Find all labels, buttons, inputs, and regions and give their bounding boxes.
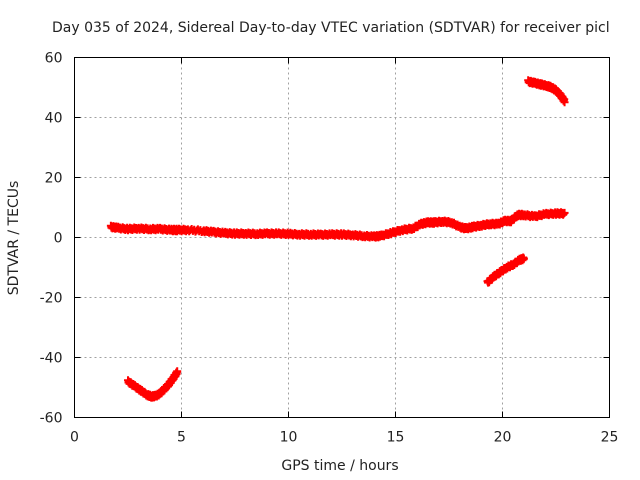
- y-tick-label: -60: [40, 411, 63, 427]
- x-tick-label: 15: [387, 430, 405, 446]
- x-tick-label: 10: [280, 430, 298, 446]
- y-tick-label: -40: [40, 351, 63, 367]
- y-tick-label: 0: [54, 231, 63, 247]
- data-point: [519, 254, 528, 263]
- data-point: [560, 98, 569, 107]
- chart-title: Day 035 of 2024, Sidereal Day-to-day VTE…: [52, 20, 610, 36]
- x-axis-title: GPS time / hours: [281, 458, 398, 474]
- grid: [74, 57, 610, 418]
- series-negative-arc: [124, 367, 182, 402]
- series-negative-segment: [483, 253, 528, 287]
- y-tick-label: 60: [45, 51, 63, 67]
- data-point: [560, 208, 569, 217]
- x-tick-label: 0: [70, 430, 79, 446]
- data-point: [173, 367, 182, 376]
- y-tick-label: 20: [45, 171, 63, 187]
- series-upper-segment: [524, 76, 569, 107]
- y-tick-label: 40: [45, 111, 63, 127]
- x-tick-label: 5: [177, 430, 186, 446]
- ticks: 0 5 10 15 20 25 -60 -40 -20 0 20 40 60: [40, 51, 619, 446]
- series-main-trace: [106, 208, 569, 242]
- y-tick-label: -20: [40, 291, 63, 307]
- x-tick-label: 20: [494, 430, 512, 446]
- x-tick-label: 25: [601, 430, 619, 446]
- y-axis-title: SDTVAR / TECUs: [6, 181, 22, 296]
- data-points: [106, 76, 569, 402]
